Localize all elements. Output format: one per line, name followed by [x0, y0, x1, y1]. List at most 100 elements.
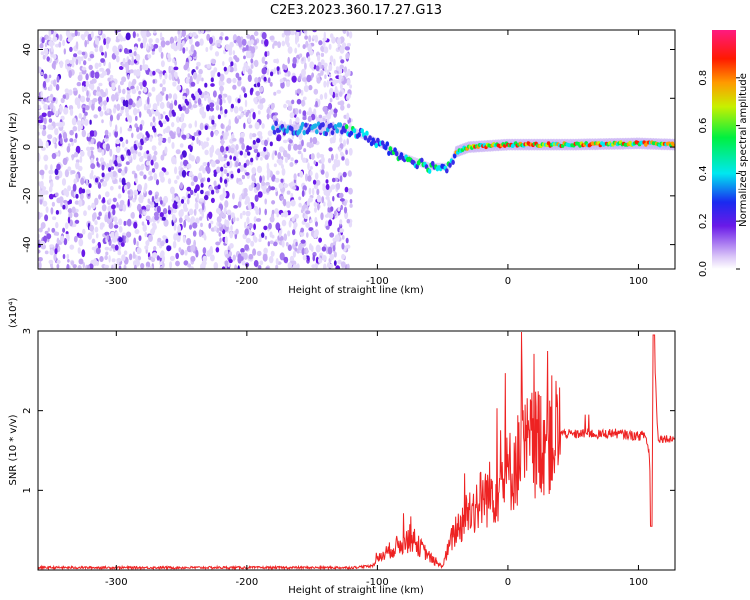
noise-dot	[302, 116, 307, 121]
noise-dot	[62, 94, 66, 99]
noise-dot	[102, 143, 107, 149]
noise-dot	[134, 229, 140, 235]
noise-dot	[99, 256, 104, 262]
noise-dot	[163, 195, 169, 204]
noise-dot	[111, 264, 114, 269]
noise-dot	[182, 235, 186, 244]
noise-dot	[169, 261, 173, 269]
noise-dot	[287, 143, 292, 152]
noise-dot	[308, 84, 313, 91]
noise-dot	[178, 217, 183, 224]
noise-dot	[149, 136, 153, 142]
noise-dot	[267, 241, 270, 247]
noise-dot	[348, 187, 353, 195]
noise-dot	[127, 59, 132, 66]
noise-dot	[81, 119, 85, 124]
noise-dot	[50, 181, 54, 188]
noise-dot	[223, 206, 227, 215]
noise-dot	[313, 88, 319, 95]
noise-dot	[287, 230, 291, 237]
noise-dot	[279, 252, 285, 261]
noise-dot	[181, 134, 187, 139]
noise-dot	[241, 38, 247, 46]
noise-dot	[337, 206, 341, 212]
noise-dot	[56, 259, 61, 264]
noise-dot	[317, 98, 321, 107]
noise-dot	[306, 200, 310, 206]
noise-streak-dot	[191, 135, 195, 141]
noise-dot	[50, 265, 54, 269]
noise-dot	[222, 61, 225, 66]
noise-dot	[140, 30, 144, 37]
noise-dot	[263, 247, 268, 254]
noise-dot	[70, 260, 75, 266]
noise-dot	[69, 129, 74, 136]
noise-dot	[160, 200, 163, 205]
noise-dot	[164, 127, 170, 134]
noise-dot	[135, 53, 141, 62]
noise-dot	[329, 55, 334, 63]
noise-dot	[48, 118, 53, 123]
noise-dot	[299, 170, 304, 178]
noise-dot	[216, 207, 221, 214]
noise-dot	[308, 187, 312, 195]
noise-dot	[188, 153, 192, 161]
noise-dot	[218, 153, 223, 161]
noise-dot	[285, 37, 288, 45]
noise-dot	[270, 186, 276, 191]
noise-dot	[255, 90, 261, 97]
noise-dot	[261, 175, 265, 182]
noise-dot	[261, 32, 267, 40]
noise-dot	[64, 88, 70, 94]
noise-dot	[283, 256, 289, 264]
noise-dot	[49, 249, 54, 256]
noise-dot	[289, 112, 295, 119]
noise-dot	[300, 239, 306, 244]
noise-dot	[89, 53, 95, 59]
noise-dot	[211, 115, 215, 121]
noise-streak-dot	[217, 72, 221, 77]
noise-dot	[175, 73, 178, 80]
signal-point	[365, 130, 369, 136]
noise-dot	[213, 225, 218, 232]
noise-dot	[227, 65, 231, 72]
noise-dot	[194, 41, 200, 47]
noise-dot	[183, 159, 189, 167]
noise-dot	[253, 260, 259, 267]
noise-dot	[153, 121, 157, 128]
noise-dot	[339, 219, 343, 225]
noise-dot	[136, 247, 142, 254]
noise-dot	[94, 71, 100, 79]
noise-streak-dot	[217, 184, 221, 190]
noise-dot	[308, 107, 312, 115]
noise-dot	[215, 241, 221, 246]
noise-dot	[348, 147, 353, 156]
noise-dot	[137, 184, 143, 192]
noise-dot	[94, 220, 98, 226]
noise-dot	[276, 89, 282, 94]
noise-dot	[315, 179, 321, 186]
noise-dot	[52, 79, 57, 87]
noise-dot	[190, 255, 196, 262]
snr-series-line	[38, 331, 675, 570]
noise-dot	[155, 68, 161, 73]
noise-dot	[176, 175, 180, 180]
noise-dot	[294, 89, 298, 96]
noise-dot	[292, 57, 297, 65]
noise-dot	[199, 38, 204, 46]
noise-dot	[78, 238, 84, 247]
snr-marks	[38, 331, 675, 570]
noise-dot	[118, 226, 123, 233]
noise-dot	[131, 102, 136, 108]
noise-dot	[130, 61, 135, 66]
noise-dot	[195, 94, 199, 100]
noise-dot	[118, 265, 122, 269]
noise-dot	[97, 86, 101, 92]
noise-dot	[261, 181, 266, 187]
noise-streak-dot	[239, 150, 243, 156]
noise-dot	[139, 156, 144, 163]
noise-dot	[149, 39, 152, 48]
noise-streak-dot	[174, 204, 178, 210]
noise-dot	[262, 187, 266, 193]
noise-dot	[290, 199, 296, 207]
